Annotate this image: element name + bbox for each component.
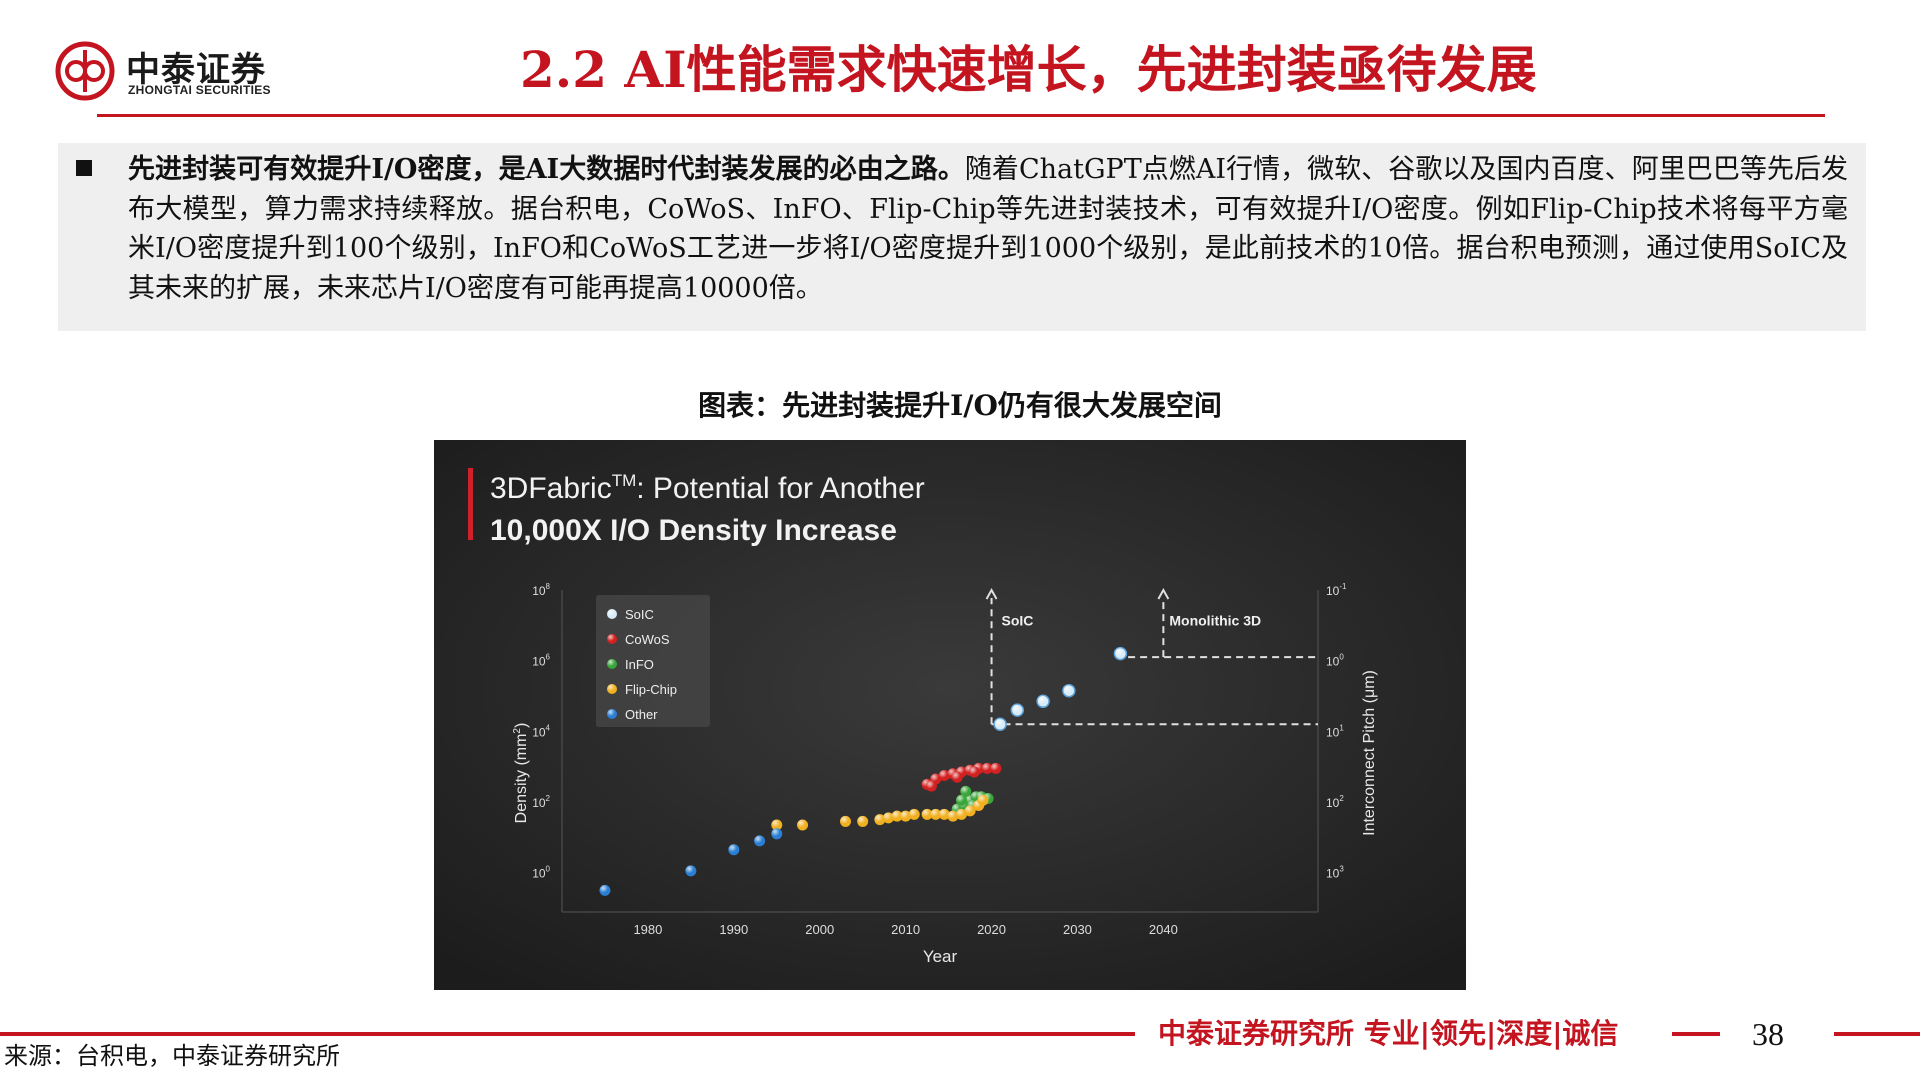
summary-body: 随着ChatGPT点燃AI行情，微软、谷歌以及国内百度、阿里巴巴等先后发布大模型… xyxy=(128,154,1848,304)
y2-tick-label: 103 xyxy=(1326,865,1344,881)
data-point-shine xyxy=(947,810,959,822)
data-point-shine xyxy=(955,808,967,820)
data-point-shine xyxy=(1011,704,1024,717)
summary-box xyxy=(58,143,1866,331)
logo-text-cn: 中泰证券 xyxy=(126,50,266,90)
data-point-shine xyxy=(728,844,740,856)
title-divider xyxy=(97,114,1825,117)
data-point-shine xyxy=(981,762,993,774)
data-point-shine xyxy=(977,794,989,806)
y-tick-label: 104 xyxy=(532,723,550,739)
y2-tick-label: 102 xyxy=(1326,794,1344,810)
legend-label-flip-chip: Flip-Chip xyxy=(625,682,677,697)
annotation-monolithic-label: Monolithic 3D xyxy=(1169,612,1261,628)
data-point-shine xyxy=(840,815,851,827)
y-tick-label: 108 xyxy=(532,582,550,598)
figure-caption: 图表：先进封装提升I/O仍有很大发展空间 xyxy=(698,389,1222,422)
annotation-soic-label: SoIC xyxy=(1002,612,1034,628)
company-logo: 中泰证券 ZHONGTAI SECURITIES xyxy=(54,40,294,102)
data-point-shine xyxy=(874,814,886,826)
data-point-shine xyxy=(951,771,963,783)
legend-label-other: Other xyxy=(625,707,658,722)
summary-bold-lead: 先进封装可有效提升I/O密度，是AI大数据时代封装发展的必由之路。 xyxy=(128,154,965,185)
monolithic-arrow-icon xyxy=(1157,587,1170,600)
data-point-shine xyxy=(990,762,1002,774)
data-point-shine xyxy=(685,865,697,877)
summary-text: 先进封装可有效提升I/O密度，是AI大数据时代封装发展的必由之路。随着ChatG… xyxy=(128,150,1848,308)
page-title: 2.2 AI性能需求快速增长，先进封装亟待发展 xyxy=(520,40,1537,99)
y-tick-label: 106 xyxy=(532,653,550,669)
data-point-shine xyxy=(964,805,976,817)
legend-box xyxy=(596,595,710,727)
source-note: 来源：台积电，中泰证券研究所 xyxy=(4,1042,340,1070)
title-accent-bar xyxy=(468,468,473,540)
legend-label-cowos: CoWoS xyxy=(625,632,670,647)
x-tick-label: 1980 xyxy=(633,922,662,937)
data-point-shine xyxy=(771,819,783,831)
data-point-shine xyxy=(1062,684,1075,697)
x-tick-label: 2020 xyxy=(977,922,1006,937)
x-tick-label: 2040 xyxy=(1149,922,1178,937)
legend-marker-shine xyxy=(607,709,617,719)
data-point-shine xyxy=(857,815,869,827)
y2-tick-label: 10-1 xyxy=(1326,582,1347,598)
legend: SoIC CoWoS InFO Flip-Chip Other xyxy=(596,595,710,727)
legend-marker-shine xyxy=(607,659,617,669)
data-point-shine xyxy=(938,808,950,820)
legend-marker-shine xyxy=(607,634,617,644)
page-number: 38 xyxy=(1752,1016,1784,1052)
data-point-shine xyxy=(797,819,809,831)
data-point-shine xyxy=(754,835,766,847)
data-point-shine xyxy=(938,770,950,781)
legend-marker-shine xyxy=(607,684,617,694)
chart-title-line2: 10,000X I/O Density Increase xyxy=(490,514,897,547)
bullet-square-icon xyxy=(76,160,92,176)
footer-brand-text: 中泰证券研究所 专业|领先|深度|诚信 xyxy=(1158,1017,1619,1050)
chart-container: 3DFabricTM: Potential for Another 10,000… xyxy=(434,440,1466,990)
data-point-shine xyxy=(891,810,903,822)
y2-tick-label: 101 xyxy=(1326,723,1344,739)
legend-label-soic: SoIC xyxy=(625,607,654,622)
x-tick-label: 2000 xyxy=(805,922,834,937)
data-point-shine xyxy=(925,780,937,792)
y2-axis-label: Interconnect Pitch (μm) xyxy=(1361,670,1378,836)
data-point-shine xyxy=(900,810,912,822)
data-point-shine xyxy=(1037,695,1050,708)
footer-rule-middle xyxy=(1672,1032,1720,1036)
x-tick-label: 2010 xyxy=(891,922,920,937)
x-tick-label: 1990 xyxy=(719,922,748,937)
soic-arrow-icon xyxy=(985,587,998,600)
data-point-shine xyxy=(908,808,920,820)
legend-marker-shine xyxy=(607,609,617,619)
y-axis-label: Density (mm2) xyxy=(512,723,530,824)
y-tick-label: 102 xyxy=(532,794,550,810)
y-tick-label: 100 xyxy=(532,865,550,881)
footer-rule-left xyxy=(0,1032,1135,1036)
footer-rule-right xyxy=(1834,1032,1920,1036)
data-point-shine xyxy=(771,828,783,840)
data-point-shine xyxy=(882,812,894,824)
logo-text-en: ZHONGTAI SECURITIES xyxy=(128,83,271,97)
data-point-shine xyxy=(1114,647,1127,660)
y2-tick-label: 100 xyxy=(1326,653,1344,669)
x-axis-label: Year xyxy=(923,947,958,966)
data-point-shine xyxy=(994,718,1007,731)
data-point-shine xyxy=(930,808,942,820)
data-point-shine xyxy=(968,766,980,778)
zhongtai-logo-icon xyxy=(55,41,115,101)
data-point-shine xyxy=(921,808,933,820)
legend-label-info: InFO xyxy=(625,657,654,672)
data-point-shine xyxy=(955,794,967,806)
chart-title-line1: 3DFabricTM: Potential for Another xyxy=(490,471,925,505)
x-tick-label: 2030 xyxy=(1063,922,1092,937)
data-point-shine xyxy=(960,785,972,797)
density-chart: 3DFabricTM: Potential for Another 10,000… xyxy=(434,440,1466,990)
data-point-shine xyxy=(599,884,611,896)
